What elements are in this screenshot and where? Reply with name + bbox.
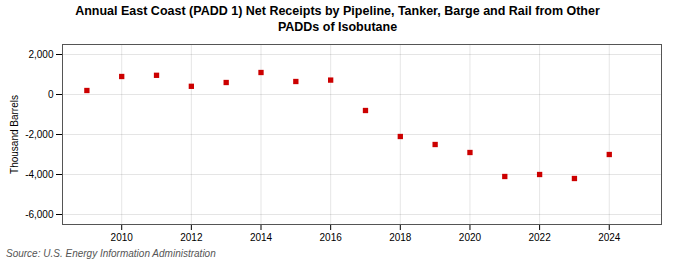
svg-text:-4,000: -4,000 — [25, 168, 54, 179]
svg-text:-6,000: -6,000 — [25, 208, 54, 219]
svg-text:2016: 2016 — [320, 231, 343, 242]
html-text:Annual East Coast (PADD 1) Net: Annual East Coast (PADD 1) Net Receipts … — [75, 4, 600, 35]
svg-text:2014: 2014 — [250, 231, 273, 242]
svg-text:2022: 2022 — [528, 231, 551, 242]
svg-text:2010: 2010 — [111, 231, 134, 242]
svg-text:-2,000: -2,000 — [25, 128, 54, 139]
svg-text:2020: 2020 — [459, 231, 482, 242]
svg-text:2024: 2024 — [598, 231, 621, 242]
svg-text:2,000: 2,000 — [28, 48, 53, 59]
svg-text:2018: 2018 — [389, 231, 412, 242]
svg-text:Thousand Barrels: Thousand Barrels — [9, 95, 20, 174]
html-text:Source: U.S. Energy Informatio: Source: U.S. Energy Information Administ… — [6, 247, 216, 259]
svg-text:2012: 2012 — [180, 231, 203, 242]
svg-text:0: 0 — [48, 88, 54, 99]
